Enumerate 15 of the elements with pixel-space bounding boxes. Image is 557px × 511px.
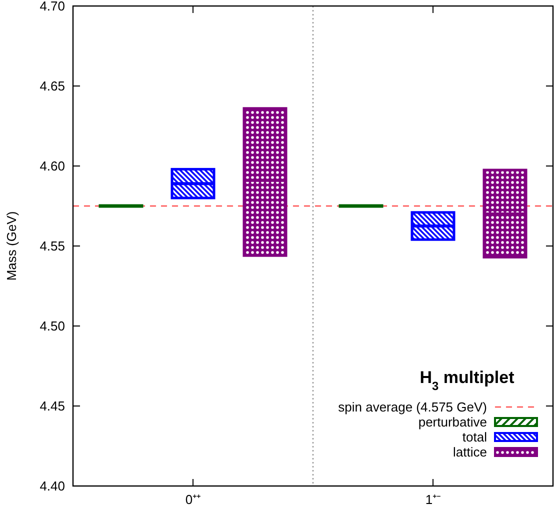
y-tick-label: 4.45: [40, 398, 65, 414]
y-tick-label: 4.70: [40, 0, 65, 14]
y-axis-title: Mass (GeV): [4, 211, 19, 281]
x-tick-label: 1⁺⁻: [425, 492, 441, 507]
legend-label: lattice: [453, 444, 487, 460]
x-tick-label: 0⁺⁺: [185, 492, 201, 507]
y-tick-label: 4.65: [40, 78, 65, 94]
legend-title: H$_{3}$ multiplet: [420, 368, 515, 393]
legend-label: total: [462, 430, 488, 445]
legend-label: spin average (4.575 GeV): [338, 400, 487, 415]
legend-label: perturbative: [418, 414, 487, 430]
y-tick-label: 4.50: [40, 318, 65, 334]
y-tick-label: 4.55: [40, 238, 65, 254]
y-tick-label: 4.60: [40, 158, 65, 174]
y-tick-label: 4.40: [40, 478, 65, 494]
